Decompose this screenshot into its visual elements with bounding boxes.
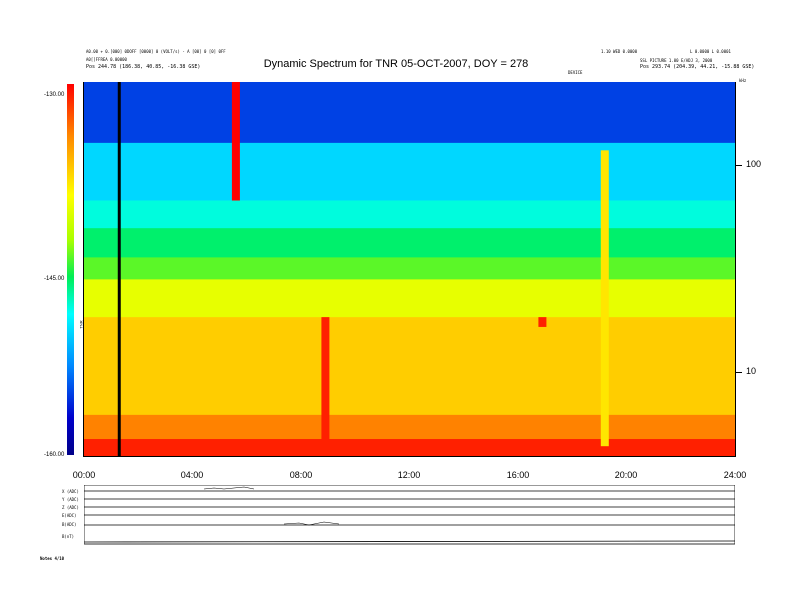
chart-title: Dynamic Spectrum for TNR 05-OCT-2007, DO… bbox=[263, 58, 529, 70]
colorbar bbox=[67, 84, 74, 455]
spectrum-band-2 bbox=[84, 200, 735, 229]
plot-frame-left bbox=[83, 82, 84, 456]
spectrum-band-5 bbox=[84, 279, 735, 318]
y-tickmark-10 bbox=[736, 372, 742, 373]
lower-panel-frame bbox=[83, 484, 736, 545]
lower-row-label-4: E(ADC) bbox=[62, 513, 77, 518]
spectrum-event-2 bbox=[321, 317, 330, 447]
header-right-line2: SSL PICTURE 1.00 E/ADJ 3, 2000 bbox=[640, 58, 713, 63]
y-unit-label: kHz bbox=[739, 78, 747, 83]
x-tick-1200: 12:00 bbox=[397, 470, 421, 480]
plot-frame-bottom bbox=[83, 456, 736, 457]
lower-row-label-3: Z (ADC) bbox=[62, 505, 79, 510]
x-tick-0000: 00:00 bbox=[72, 470, 96, 480]
lower-row-label-5: B(ADC) bbox=[62, 522, 77, 527]
spectrum-band-4 bbox=[84, 257, 735, 280]
lower-panel-trace-6 bbox=[83, 540, 736, 543]
lower-panel bbox=[83, 484, 736, 545]
lower-bottom-left: Notes 4/10 bbox=[40, 556, 65, 561]
y-tickmark-100 bbox=[736, 165, 742, 166]
lower-x-axis-ticks bbox=[84, 547, 735, 551]
lower-panel-wiggle-2 bbox=[283, 521, 340, 526]
y-tick-100: 100 bbox=[746, 159, 762, 169]
lower-panel-wiggle-1 bbox=[203, 486, 255, 490]
x-tick-2400: 24:00 bbox=[723, 470, 747, 480]
spectrogram-plot bbox=[84, 82, 735, 456]
header-left-line1: A0.00 + 0.[000] 0DOFF [0000] 0 (VOLT/s) … bbox=[86, 49, 226, 54]
spectrum-band-8 bbox=[84, 439, 735, 456]
colorbar-tick-bottom: -160.00 bbox=[44, 452, 65, 458]
colorbar-tick-top: -130.00 bbox=[44, 92, 65, 98]
x-tick-1600: 16:00 bbox=[506, 470, 530, 480]
spectrum-band-3 bbox=[84, 228, 735, 258]
header-left-line3: Pos 244.78 (186.38, 40.85, -16.38 GSE) bbox=[86, 64, 201, 70]
header-left-line2: A0[]FFREA 0.00000 bbox=[86, 57, 127, 62]
lower-row-label-1: X (ADC) bbox=[62, 489, 79, 494]
spectrum-band-7 bbox=[84, 414, 735, 440]
x-tick-2000: 20:00 bbox=[614, 470, 638, 480]
lower-panel-svg bbox=[83, 484, 736, 545]
spectrum-event-0 bbox=[117, 82, 121, 456]
header-right-line3: Pos 293.74 (204.39, 44.21, -15.88 GSE) bbox=[640, 64, 755, 70]
plot-frame-right bbox=[735, 82, 736, 456]
header-right-top1: 1.10 WED 0.0000 bbox=[601, 49, 638, 54]
header-right-small: DEVICE bbox=[568, 70, 583, 75]
spectrogram-svg bbox=[84, 82, 735, 456]
spectrum-event-1 bbox=[231, 82, 240, 201]
x-tick-0800: 08:00 bbox=[289, 470, 313, 480]
lower-row-label-0: B(nT) bbox=[62, 534, 75, 539]
spectrum-band-6 bbox=[84, 317, 735, 416]
spectrum-event-4 bbox=[600, 150, 609, 447]
lower-row-label-2: Y (ADC) bbox=[62, 497, 79, 502]
x-tick-0400: 04:00 bbox=[180, 470, 204, 480]
spectrum-event-3 bbox=[538, 317, 547, 327]
spectrum-band-1 bbox=[84, 142, 735, 202]
colorbar-tick-mid: -145.00 bbox=[44, 276, 65, 282]
y-tick-10: 10 bbox=[746, 366, 757, 376]
spectrum-band-0 bbox=[84, 82, 735, 144]
header-right-top2: L 0.0000 L 0.0001 bbox=[690, 49, 731, 54]
